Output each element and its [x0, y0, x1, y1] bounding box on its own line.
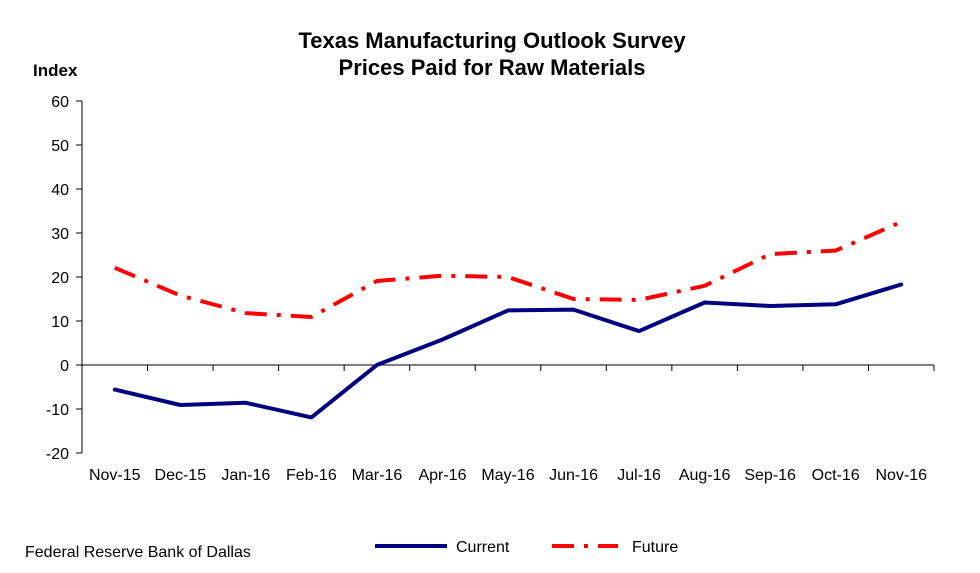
legend-current-label: Current	[456, 539, 510, 556]
y-axis-ticks: -20 -10 0 10 20 30 40 50 60	[46, 94, 82, 463]
series-line-current	[112, 282, 904, 420]
x-tick-label: Jan-16	[221, 467, 270, 484]
chart-subtitle: Prices Paid for Raw Materials	[339, 55, 646, 80]
y-axis-label: Index	[33, 61, 78, 80]
y-tick-label: 0	[60, 358, 69, 375]
series-layer	[112, 220, 904, 420]
y-tick-label: 10	[51, 314, 69, 331]
series-line-future	[114, 220, 903, 319]
y-tick-label: -10	[46, 402, 69, 419]
x-tick-label: Oct-16	[812, 467, 860, 484]
x-tick-label: Feb-16	[286, 467, 337, 484]
x-tick-label: May-16	[481, 467, 534, 484]
legend: Current Future	[375, 539, 678, 556]
source-note: Federal Reserve Bank of Dallas	[25, 544, 251, 561]
y-tick-label: 60	[51, 94, 69, 111]
x-tick-label: Apr-16	[418, 467, 466, 484]
x-tick-label: Mar-16	[352, 467, 403, 484]
axes	[81, 101, 934, 453]
legend-future-label: Future	[632, 539, 678, 556]
x-tick-label: Jun-16	[549, 467, 598, 484]
x-tick-label: Aug-16	[679, 467, 731, 484]
x-tick-label: Dec-15	[155, 467, 207, 484]
x-tick-label: Nov-15	[89, 467, 141, 484]
y-tick-label: 40	[51, 182, 69, 199]
x-tick-label: Sep-16	[744, 467, 796, 484]
x-tick-label: Jul-16	[617, 467, 661, 484]
chart-title: Texas Manufacturing Outlook Survey	[298, 28, 686, 53]
y-tick-label: 20	[51, 270, 69, 287]
x-axis-ticks: Nov-15 Dec-15 Jan-16 Feb-16 Mar-16 Apr-16 May-…	[81, 365, 935, 484]
y-tick-label: 50	[51, 138, 69, 155]
x-tick-label: Nov-16	[875, 467, 927, 484]
y-tick-label: -20	[46, 446, 69, 463]
y-tick-label: 30	[51, 226, 69, 243]
